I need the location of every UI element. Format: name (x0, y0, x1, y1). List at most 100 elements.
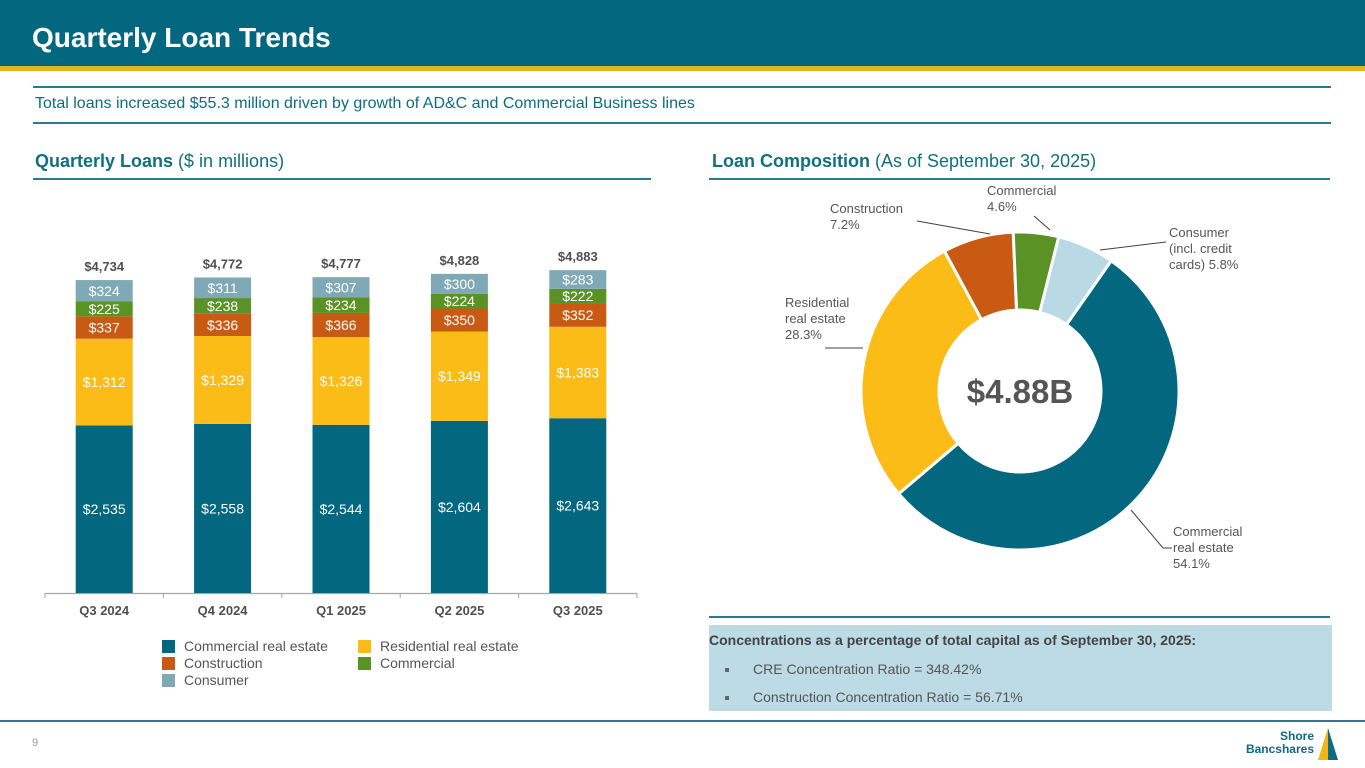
company-logo: Shore Bancshares (1246, 728, 1342, 762)
leader-line (1099, 241, 1167, 251)
bar-chart-title-divider (33, 178, 651, 180)
x-tick-label: Q2 2025 (434, 603, 484, 618)
data-label: $1,329 (201, 372, 244, 388)
donut-chart-title-bold: Loan Composition (712, 151, 870, 171)
slice-label-line: Construction (830, 201, 903, 216)
bar-segment-commercial (430, 293, 488, 309)
data-label: $222 (562, 288, 593, 304)
bar-chart-title-unit: ($ in millions) (173, 151, 285, 171)
bar-segment-consumer (312, 277, 370, 298)
slice-label-consumer-incl-credit-cards: Consumer (incl. credit cards) 5.8% (1169, 225, 1239, 272)
logo-text: Shore Bancshares (1246, 730, 1314, 756)
bar-segment-commercial-real-estate (549, 418, 607, 593)
leader-line (916, 220, 991, 235)
legend-swatch-commercial (358, 656, 371, 670)
concentration-item-cre: CRE Concentration Ratio = 348.42% (725, 661, 981, 677)
legend-swatch-construction (162, 656, 175, 670)
legend-label: Residential real estate (380, 638, 519, 654)
bar-segment-commercial-real-estate (75, 425, 133, 593)
concentrations-box: Concentrations as a percentage of total … (709, 625, 1332, 711)
bar-segment-construction (312, 312, 370, 338)
data-label: $300 (444, 276, 475, 292)
concentration-text: Construction Concentration Ratio = 56.71… (753, 689, 1023, 705)
total-label: $4,734 (84, 259, 125, 274)
bar-segment-residential-real-estate (430, 331, 488, 421)
slice-label-line: 4.6% (987, 199, 1017, 214)
data-label: $1,349 (438, 368, 481, 384)
slice-label-line: 7.2% (830, 217, 860, 232)
total-label: $4,772 (203, 256, 243, 271)
slice-label-line: (incl. credit (1169, 241, 1232, 256)
legend-swatch-consumer (162, 673, 175, 687)
bar-segment-consumer (549, 270, 607, 289)
donut-chart-title-date: (As of September 30, 2025) (869, 151, 1097, 171)
bar-segment-construction (75, 316, 133, 339)
bar-chart-title: Quarterly Loans ($ in millions) (35, 151, 284, 172)
legend-item-commercial: Commercial (358, 655, 455, 671)
page-number: 9 (32, 737, 39, 749)
donut-chart-title: Loan Composition (As of September 30, 20… (712, 151, 1096, 172)
data-label: $350 (444, 312, 475, 328)
slice-label-line: cards) 5.8% (1169, 257, 1239, 272)
subtitle: Total loans increased $55.3 million driv… (35, 95, 695, 112)
slice-label-line: 54.1% (1173, 556, 1210, 571)
bar-segment-commercial (75, 301, 133, 317)
data-label: $2,643 (556, 498, 599, 514)
leader-line (1033, 215, 1051, 231)
header-accent-stripe (0, 66, 1365, 71)
data-label: $336 (207, 317, 238, 333)
total-label: $4,828 (440, 253, 480, 268)
data-label: $311 (208, 280, 238, 296)
total-label: $4,777 (321, 256, 361, 271)
slice-label-commercial: Commercial 4.6% (987, 183, 1056, 214)
data-label: $2,558 (201, 500, 244, 516)
data-label: $1,312 (83, 374, 126, 390)
subtitle-top-divider (33, 86, 1331, 88)
slice-label-line: 28.3% (785, 327, 822, 342)
donut-center-label: $4.88B (967, 373, 1073, 410)
bar-segment-commercial (312, 297, 370, 313)
bar-segment-commercial-real-estate (194, 423, 252, 593)
concentration-item-construction: Construction Concentration Ratio = 56.71… (725, 689, 1023, 705)
slice-label-commercial-real-estate: Commercial real estate 54.1% (1173, 524, 1242, 571)
data-label: $1,383 (556, 365, 599, 381)
data-label: $1,326 (320, 373, 363, 389)
legend-item-commercial-real-estate: Commercial real estate (162, 638, 328, 654)
legend-item-consumer: Consumer (162, 672, 249, 688)
leader-line (1130, 509, 1172, 549)
bar-segment-residential-real-estate (194, 336, 252, 424)
bullet-icon (725, 696, 729, 701)
data-label: $307 (325, 279, 356, 295)
concentrations-title: Concentrations as a percentage of total … (709, 632, 1197, 648)
legend-swatch-residential-real-estate (358, 639, 371, 653)
bar-segment-construction (194, 313, 252, 337)
logo-text-line1: Shore (1279, 729, 1314, 743)
slice-label-line: Residential (785, 295, 849, 310)
data-label: $283 (562, 272, 593, 288)
subtitle-bottom-divider (33, 122, 1331, 124)
slice-label-line: Consumer (1169, 225, 1230, 240)
bar-chart-title-bold: Quarterly Loans (35, 151, 174, 171)
legend-label: Commercial (380, 655, 455, 671)
bar-segment-construction (430, 308, 488, 332)
legend-swatch-commercial-real-estate (162, 639, 175, 653)
bar-segment-commercial-real-estate (312, 424, 370, 593)
legend-label: Consumer (184, 672, 249, 688)
concentrations-top-divider (709, 616, 1330, 618)
legend-item-construction: Construction (162, 655, 263, 671)
footer-divider (0, 720, 1365, 722)
data-label: $324 (89, 283, 120, 299)
donut-chart-title-divider (709, 178, 1330, 180)
slice-label-residential-real-estate: Residential real estate 28.3% (785, 295, 849, 342)
slice-label-line: Commercial (1173, 524, 1242, 539)
bar-segment-construction (549, 303, 607, 327)
slice-label-line: real estate (1173, 540, 1234, 555)
donut-chart: $4.88B Commercial real estate 54.1% Resident… (785, 183, 1242, 571)
legend-label: Commercial real estate (184, 638, 328, 654)
data-label: $234 (325, 297, 356, 313)
stacked-bar-chart: $2,535 $1,312 $337 $225 $324 $4,734 Q3 2024 $2,… (44, 249, 638, 618)
sailboat-icon (1318, 728, 1338, 760)
x-tick-label: Q4 2024 (198, 603, 249, 618)
data-label: $225 (89, 301, 120, 317)
x-tick-label: Q3 2025 (553, 603, 603, 618)
